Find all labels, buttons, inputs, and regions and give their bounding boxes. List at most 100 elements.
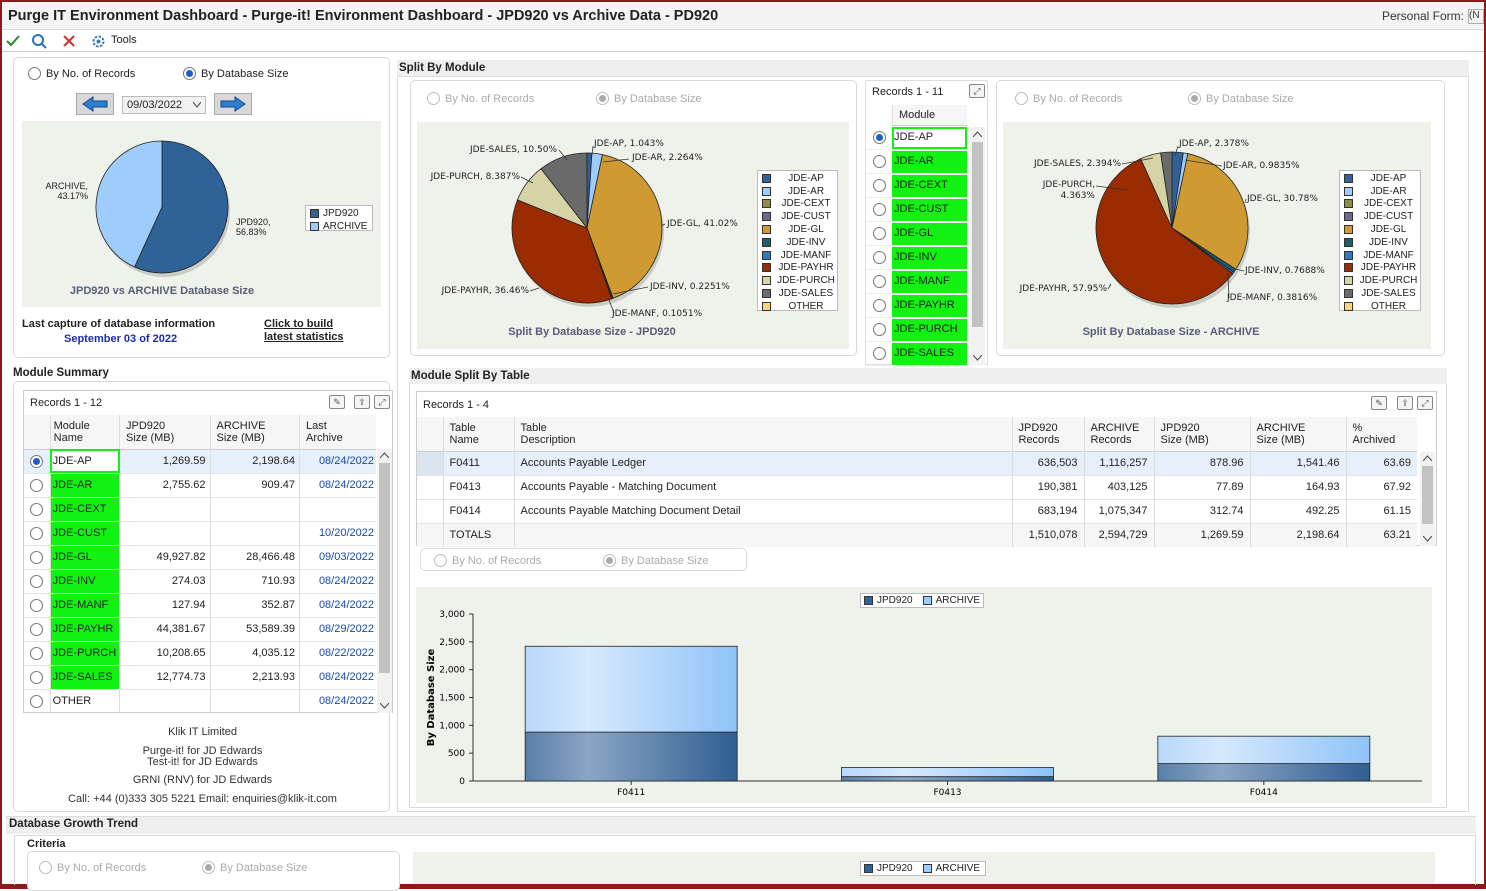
radio-circle[interactable] — [30, 622, 44, 636]
table-row[interactable]: JDE-CUST 10/20/2022 — [24, 521, 376, 545]
scroll-thumb[interactable] — [379, 463, 390, 673]
row-radio[interactable] — [24, 521, 50, 545]
table-row[interactable]: JDE-MANF 127.94 352.87 08/24/2022 — [24, 593, 376, 617]
row-radio[interactable] — [24, 545, 50, 569]
export-icon[interactable]: ⇪ — [1397, 396, 1413, 410]
chevron-down-icon[interactable] — [380, 703, 389, 709]
module-name-cell[interactable]: JDE-PAYHR — [49, 617, 120, 641]
module-name-cell[interactable]: JDE-INV — [892, 247, 967, 269]
module-name-cell[interactable]: JDE-AP — [892, 127, 967, 149]
chevron-down-icon[interactable] — [1423, 536, 1432, 542]
radio-by-records[interactable]: By No. of Records — [28, 67, 135, 80]
list-item[interactable]: JDE-PAYHR — [866, 294, 968, 318]
chevron-up-icon[interactable] — [973, 131, 982, 137]
last-archive-cell[interactable]: 08/24/2022 — [299, 569, 376, 593]
radio-circle[interactable] — [30, 502, 44, 516]
row-radio[interactable] — [24, 593, 50, 617]
radio-circle[interactable] — [30, 670, 44, 684]
radio-by-size[interactable]: By Database Size — [1188, 92, 1293, 105]
col-header[interactable]: JPD920 Size (MB) — [119, 415, 211, 449]
radio-circle[interactable] — [30, 598, 44, 612]
module-name-cell[interactable]: JDE-PAYHR — [892, 295, 967, 317]
last-archive-cell[interactable]: 08/24/2022 — [299, 473, 376, 497]
module-name-cell[interactable]: JDE-PURCH — [49, 641, 120, 665]
module-name-cell[interactable]: JDE-SALES — [49, 665, 120, 689]
list-item[interactable]: JDE-INV — [866, 246, 968, 270]
radio-circle[interactable] — [873, 179, 886, 192]
row-radio[interactable] — [24, 497, 50, 521]
row-selector[interactable] — [417, 451, 444, 475]
col-header[interactable]: JPD920 Size (MB) — [1153, 417, 1250, 451]
radio-by-records[interactable]: By No. of Records — [39, 861, 146, 874]
col-header[interactable]: Table Description — [513, 417, 1012, 451]
module-name-cell[interactable]: JDE-AR — [49, 473, 120, 497]
row-radio[interactable] — [24, 689, 50, 713]
expand-icon[interactable]: ⤢ — [969, 84, 985, 98]
expand-icon[interactable]: ⤢ — [1417, 396, 1433, 410]
last-archive-cell[interactable]: 09/03/2022 — [299, 545, 376, 569]
list-item[interactable]: JDE-AP — [866, 126, 968, 150]
row-radio[interactable] — [24, 473, 50, 497]
list-item[interactable]: JDE-GL — [866, 222, 968, 246]
edit-icon[interactable]: ✎ — [329, 395, 345, 409]
last-archive-cell[interactable]: 10/20/2022 — [299, 521, 376, 545]
list-item[interactable]: JDE-CEXT — [866, 174, 968, 198]
check-icon[interactable] — [5, 33, 21, 49]
radio-circle[interactable] — [30, 550, 44, 564]
last-archive-cell[interactable]: 08/29/2022 — [299, 617, 376, 641]
list-item[interactable]: JDE-CUST — [866, 198, 968, 222]
last-archive-cell[interactable]: 08/24/2022 — [299, 593, 376, 617]
tools-menu[interactable]: Tools — [111, 34, 137, 46]
expand-icon[interactable]: ⤢ — [374, 395, 390, 409]
search-icon[interactable] — [31, 33, 47, 49]
radio-circle[interactable] — [434, 554, 447, 567]
module-name-cell[interactable]: JDE-GL — [49, 545, 120, 569]
module-name-cell[interactable]: JDE-MANF — [892, 271, 967, 293]
col-header[interactable]: % Archived — [1345, 417, 1417, 451]
radio-by-records[interactable]: By No. of Records — [1015, 92, 1122, 105]
col-header[interactable]: Table Name — [442, 417, 514, 451]
date-select[interactable]: 09/03/2022 — [122, 96, 206, 114]
radio-by-records[interactable]: By No. of Records — [427, 92, 534, 105]
radio-circle[interactable] — [30, 478, 44, 492]
chevron-down-icon[interactable] — [973, 355, 982, 361]
table-row[interactable]: JDE-CEXT — [24, 497, 376, 521]
radio-circle[interactable] — [183, 67, 196, 80]
last-archive-cell[interactable]: 08/22/2022 — [299, 641, 376, 665]
table-row[interactable]: F0414 Accounts Payable Matching Document … — [417, 499, 1417, 523]
module-name-cell[interactable]: JDE-AP — [49, 449, 120, 473]
col-header[interactable]: ARCHIVE Size (MB) — [209, 415, 300, 449]
radio-circle[interactable] — [596, 92, 609, 105]
module-name-cell[interactable]: JDE-MANF — [49, 593, 120, 617]
table-row[interactable]: JDE-PURCH 10,208.65 4,035.12 08/22/2022 — [24, 641, 376, 665]
module-name-cell[interactable]: JDE-CEXT — [892, 175, 967, 197]
table-row[interactable]: JDE-SALES 12,774.73 2,213.93 08/24/2022 — [24, 665, 376, 689]
chevron-up-icon[interactable] — [380, 452, 389, 458]
module-name-cell[interactable]: JDE-INV — [49, 569, 120, 593]
list-item[interactable]: JDE-PURCH — [866, 318, 968, 342]
row-selector[interactable] — [417, 499, 444, 523]
scroll-thumb[interactable] — [1422, 466, 1433, 524]
radio-circle[interactable] — [603, 554, 616, 567]
table-row[interactable]: JDE-INV 274.03 710.93 08/24/2022 — [24, 569, 376, 593]
list-item[interactable]: JDE-MANF — [866, 270, 968, 294]
module-name-cell[interactable]: JDE-PURCH — [892, 319, 967, 341]
col-header[interactable]: ARCHIVE Size (MB) — [1249, 417, 1346, 451]
module-name-cell[interactable]: OTHER — [49, 689, 120, 713]
table-split-scrollbar[interactable] — [1420, 452, 1435, 546]
radio-circle[interactable] — [873, 323, 886, 336]
prev-date-button[interactable] — [76, 93, 114, 115]
col-header[interactable]: ARCHIVE Records — [1083, 417, 1154, 451]
radio-circle[interactable] — [28, 67, 41, 80]
radio-circle[interactable] — [30, 454, 44, 468]
build-stats-link[interactable]: Click to build latest statistics — [264, 318, 344, 343]
export-icon[interactable]: ⇪ — [354, 395, 370, 409]
col-header[interactable]: Module — [892, 105, 967, 126]
radio-circle[interactable] — [1188, 92, 1201, 105]
module-name-cell[interactable]: JDE-CUST — [49, 521, 120, 545]
row-selector[interactable] — [417, 475, 444, 499]
table-row[interactable]: F0413 Accounts Payable - Matching Documen… — [417, 475, 1417, 499]
row-radio[interactable] — [24, 617, 50, 641]
col-header[interactable]: Module Name — [49, 415, 120, 449]
table-row[interactable]: F0411 Accounts Payable Ledger 636,503 1,116… — [417, 451, 1417, 475]
